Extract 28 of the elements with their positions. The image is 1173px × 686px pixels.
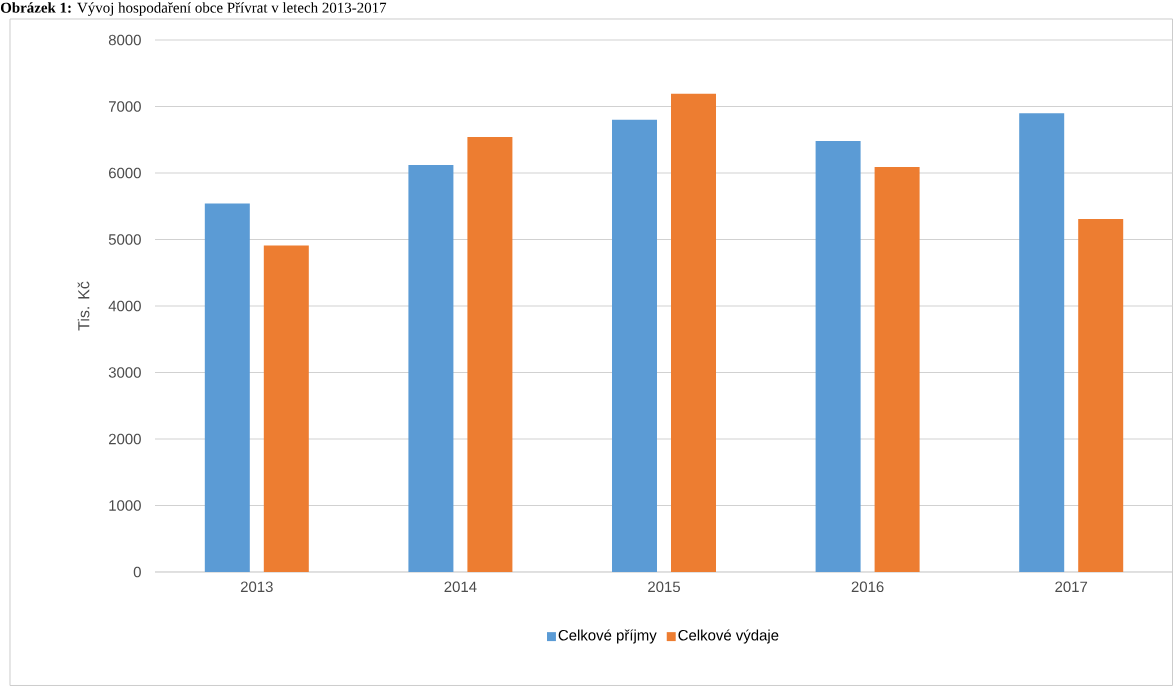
x-tick-label: 2016: [851, 581, 884, 593]
y-tick-label: 5000: [108, 234, 141, 245]
chart-title: Obrázek 1: Vývoj hospodaření obce Přívrat v letech 2013-2017: [0, 2, 387, 16]
x-tick-label: 2013: [240, 581, 273, 593]
bar: [408, 165, 454, 572]
x-tick-label: 2015: [648, 581, 680, 593]
y-tick-label: 3000: [108, 367, 141, 378]
y-tick-label: 4000: [108, 300, 141, 312]
y-axis-title: Tis. Kč: [77, 281, 90, 331]
bar: [815, 141, 861, 572]
legend-label: Celkové příjmy: [558, 629, 657, 644]
bar: [467, 137, 513, 572]
bar: [612, 119, 657, 572]
bar: [204, 203, 250, 572]
y-tick-label: 7000: [109, 101, 141, 112]
bar: [1078, 218, 1124, 572]
y-tick-label: 6000: [109, 167, 141, 179]
bar: [874, 167, 920, 572]
y-tick-label: 0: [133, 566, 141, 578]
y-tick-label: 8000: [108, 34, 141, 46]
x-tick-label: 2017: [1055, 581, 1088, 593]
bar: [1019, 113, 1065, 572]
y-tick-label: 2000: [108, 433, 141, 445]
legend-label: Celkové výdaje: [678, 629, 779, 644]
x-tick-label: 2014: [444, 581, 477, 593]
y-tick-label: 1000: [109, 500, 141, 511]
bar: [671, 93, 716, 572]
bar: [263, 245, 309, 572]
